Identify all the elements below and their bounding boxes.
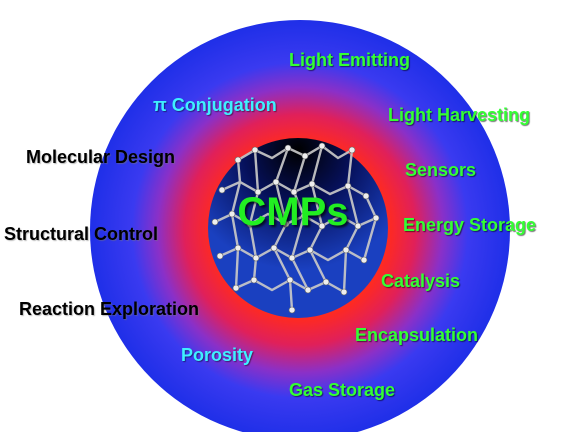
label-porosity: Porosity	[181, 345, 254, 365]
label-molecular-design: Molecular Design	[26, 147, 176, 167]
core-circle	[208, 138, 388, 318]
label-structural-control: Structural Control	[4, 224, 159, 244]
label-sensors: Sensors	[405, 160, 477, 180]
label-energy-storage: Energy Storage	[403, 215, 537, 235]
label-gas-storage: Gas Storage	[289, 380, 396, 400]
label-pi-conjugation: π Conjugation	[153, 95, 277, 115]
label-light-emitting: Light Emitting	[289, 50, 410, 70]
label-reaction-exploration: Reaction Exploration	[19, 299, 200, 319]
label-light-harvesting: Light Harvesting	[388, 105, 531, 125]
label-encapsulation: Encapsulation	[355, 325, 479, 345]
label-catalysis: Catalysis	[381, 271, 461, 291]
center-title: CMPs	[237, 190, 349, 234]
molecular-atoms-graphic	[211, 142, 380, 314]
